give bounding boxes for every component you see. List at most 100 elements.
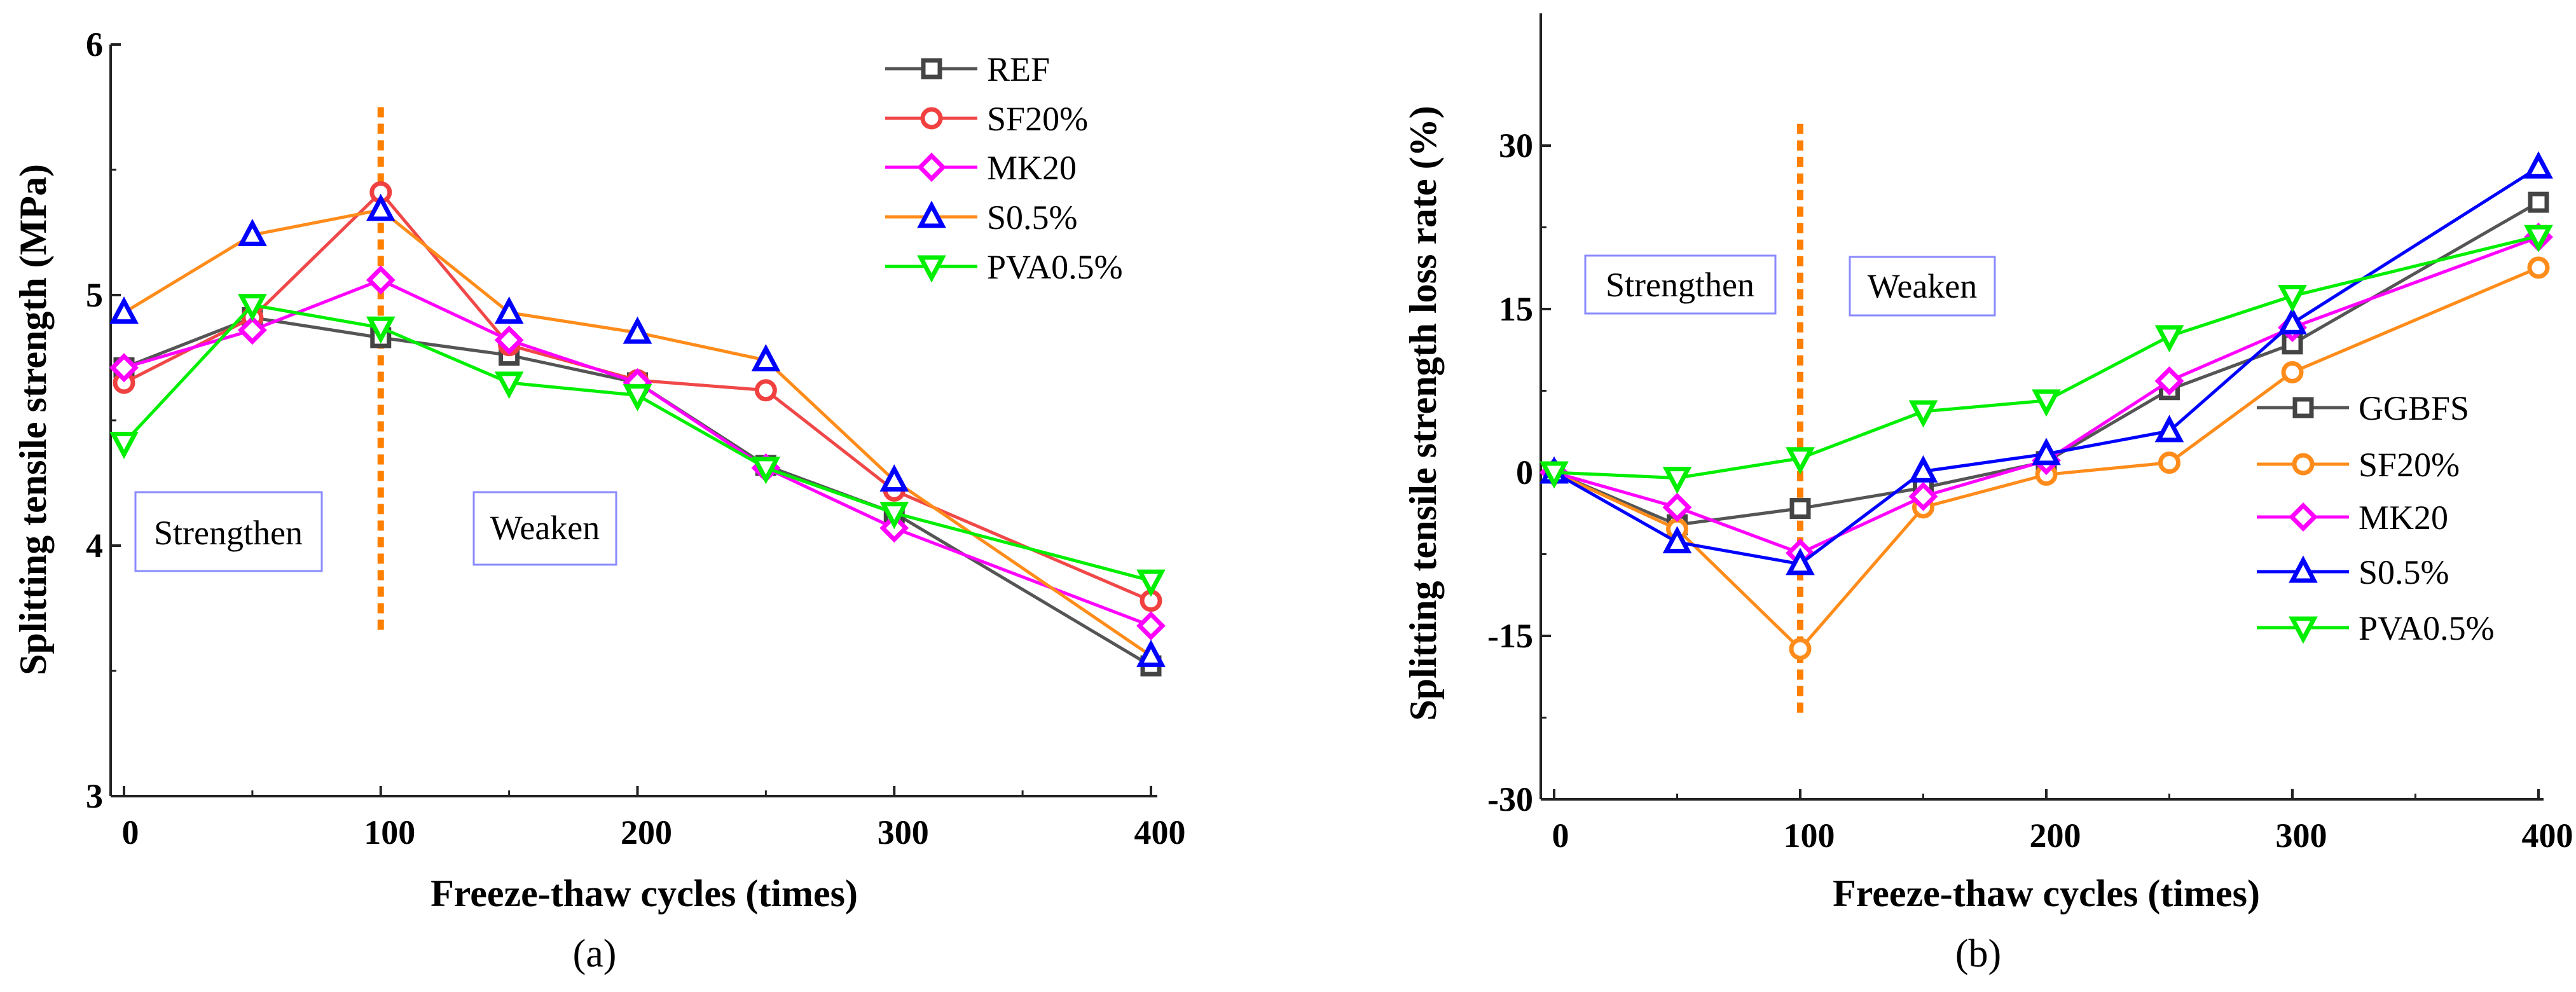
chart-b-x-tick-label: 200: [2030, 816, 2081, 855]
legend-marker: [917, 153, 946, 182]
series-line: [123, 303, 1152, 582]
data-point: [1908, 455, 1938, 483]
annotation-text: Weaken: [490, 509, 600, 547]
chart-a-legend-item: REF: [885, 50, 1050, 88]
legend-label: PVA0.5%: [987, 248, 1123, 286]
chart-a-legend-item: S0.5%: [885, 198, 1078, 237]
legend-marker: [920, 107, 943, 130]
legend-label: MK20: [2359, 499, 2448, 537]
series-line: [123, 278, 1152, 628]
data-point: [1539, 461, 1569, 489]
chart-a-annotation-weaken: Weaken: [472, 491, 617, 566]
legend-label: S0.5%: [2359, 553, 2449, 591]
chart-a-y-tick-label: 5: [86, 276, 103, 314]
chart-a-legend-item: SF20%: [885, 100, 1088, 138]
chart-a-x-tick-label: 400: [1134, 813, 1186, 851]
chart-a-legend-item: PVA0.5%: [885, 248, 1123, 286]
data-point: [238, 218, 267, 246]
legend-marker: [2289, 616, 2318, 644]
data-point: [879, 464, 909, 492]
chart-a-y-tick-label: 6: [86, 25, 103, 64]
data-point: [1786, 548, 1815, 575]
chart-b-legend-item: S0.5%: [2257, 553, 2449, 591]
data-point: [109, 431, 139, 459]
chart-a-x-tick-label: 200: [621, 813, 672, 851]
chart-b-x-tick-label: 100: [1784, 816, 1835, 855]
chart-b-y-tick-label: -15: [1487, 617, 1533, 655]
data-point: [623, 384, 652, 412]
series-line: [123, 208, 1152, 658]
series-line: [1553, 234, 2539, 480]
chart-a-annotation-strengthen: Strengthen: [134, 491, 323, 572]
data-point: [237, 315, 267, 345]
chart-a-xlabel: Freeze-thaw cycles (times): [430, 872, 858, 914]
chart-b-legend-item: PVA0.5%: [2257, 609, 2495, 647]
chart-b-y-tick-label: 15: [1499, 290, 1533, 328]
legend-marker: [917, 255, 946, 283]
chart-a-strength: Splitting tensile strength (MPa) Freeze-…: [12, 25, 1186, 975]
chart-b-annotation-weaken: Weaken: [1849, 256, 1996, 317]
chart-b-legend-item: SF20%: [2257, 446, 2460, 484]
data-point: [754, 379, 777, 402]
data-point: [494, 296, 524, 324]
chart-a-y-tick-label: 3: [86, 777, 103, 815]
annotation-text: Weaken: [1868, 267, 1978, 305]
data-point: [2032, 389, 2061, 417]
chart-b-y-tick-label: 30: [1499, 127, 1533, 165]
data-point: [1662, 467, 1692, 495]
data-point: [1136, 639, 1166, 667]
chart-b-caption: (b): [1955, 932, 2001, 975]
legend-label: REF: [987, 50, 1050, 88]
chart-b-x-tick-label: 300: [2276, 816, 2327, 855]
series-line: [1553, 266, 2539, 652]
data-point: [2524, 224, 2553, 252]
chart-a-ylabel: Splitting tensile strength (MPa): [12, 164, 54, 675]
chart-b-loss-rate: Splitting tensile strength loss rate (%)…: [1402, 13, 2573, 975]
chart-a-series-pva05: [109, 294, 1166, 597]
data-point: [1908, 481, 1938, 511]
legend-marker: [2289, 555, 2318, 583]
legend-marker: [917, 200, 946, 228]
chart-b-y-tick-label: 0: [1516, 453, 1533, 492]
data-point: [1908, 400, 1938, 428]
chart-b-legend-item: GGBFS: [2257, 389, 2469, 427]
data-point: [2154, 366, 2184, 396]
data-point: [366, 316, 396, 344]
data-point: [109, 353, 139, 383]
chart-b-y-tick-label: -30: [1487, 780, 1533, 818]
legend-label: SF20%: [987, 100, 1088, 138]
data-point: [751, 457, 781, 485]
chart-a-caption: (a): [573, 932, 617, 975]
annotation-text: Strengthen: [154, 514, 303, 552]
chart-b-series-pva05: [1539, 224, 2553, 495]
chart-b-annotation-strengthen: Strengthen: [1584, 254, 1777, 315]
data-point: [366, 193, 396, 221]
data-point: [879, 502, 909, 530]
data-point: [2524, 151, 2553, 179]
chart-a-x-tick-label: 100: [364, 813, 415, 851]
chart-a-series-mk20: [109, 265, 1166, 641]
data-point: [2527, 256, 2550, 279]
chart-a-y-tick-label: 4: [86, 527, 103, 565]
legend-label: SF20%: [2359, 446, 2460, 484]
data-point: [751, 343, 781, 371]
data-point: [2528, 191, 2549, 213]
legend-label: PVA0.5%: [2359, 609, 2495, 647]
data-point: [2154, 325, 2184, 353]
data-point: [366, 265, 396, 295]
chart-a-legend-item: MK20: [885, 149, 1077, 187]
series-line: [1553, 235, 2539, 555]
data-point: [2278, 284, 2307, 312]
data-point: [2154, 415, 2184, 443]
data-point: [494, 371, 524, 399]
legend-marker: [2289, 502, 2318, 532]
series-line: [1553, 200, 2540, 527]
legend-marker: [2292, 453, 2315, 476]
legend-marker: [2292, 397, 2314, 418]
data-point: [2158, 451, 2180, 474]
annotation-text: Strengthen: [1606, 266, 1754, 304]
chart-a-series-s05: [109, 193, 1166, 667]
data-point: [1789, 638, 1812, 661]
data-point: [1662, 526, 1692, 554]
